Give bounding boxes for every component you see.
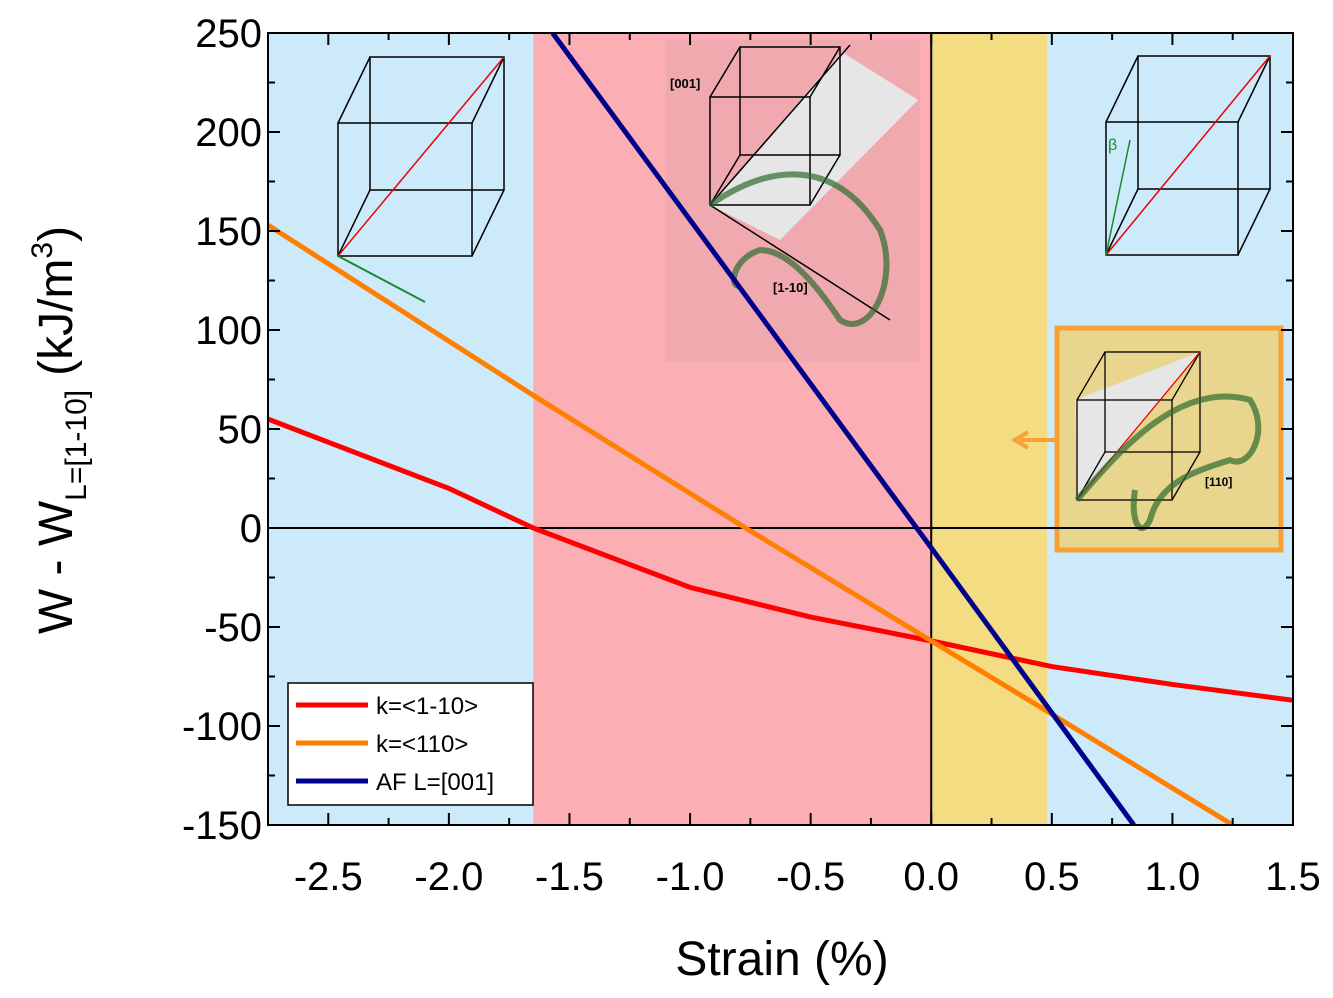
- annotation: β: [1108, 137, 1117, 154]
- axes: -2.5 -2.0 -1.5 -1.0 -0.5 0.0 0.5 1.0 1.5 250 200 15…: [182, 12, 1321, 899]
- y-label-sup: 3: [26, 242, 59, 259]
- y-tick-label: -150: [182, 804, 262, 848]
- x-tick-label: 1.0: [1145, 855, 1201, 899]
- x-tick-label: -2.5: [294, 855, 363, 899]
- annotation: [110]: [1205, 475, 1232, 489]
- x-tick-label: 1.5: [1265, 855, 1321, 899]
- y-label-sub: L=[1-10]: [60, 390, 93, 501]
- inset-right: [110]: [1011, 325, 1284, 553]
- y-tick-label: 0: [240, 507, 262, 551]
- y-label-main: W - W: [30, 500, 83, 634]
- inset-middle: [001] [1-10]: [666, 40, 920, 362]
- x-axis-label: Strain (%): [675, 933, 888, 986]
- region: [931, 33, 1047, 825]
- x-tick-label: 0.0: [903, 855, 959, 899]
- y-axis-label: W - WL=[1-10] (kJ/m3): [26, 226, 93, 634]
- legend-label: k=<110>: [376, 731, 468, 758]
- series-line: [268, 222, 1235, 825]
- cube-right: [1105, 55, 1271, 256]
- annotation: [001]: [670, 76, 700, 91]
- insets: [001] [1-10] β [110]: [337, 40, 1284, 553]
- x-tick-label: -1.5: [535, 855, 604, 899]
- x-tick-label: -2.0: [414, 855, 483, 899]
- cube-left: [337, 56, 505, 303]
- legend-label: AF L=[001]: [376, 769, 494, 796]
- legend: k=<1-10> k=<110> AF L=[001]: [287, 682, 534, 806]
- series-line: [550, 33, 1136, 825]
- x-tick-label: -0.5: [776, 855, 845, 899]
- legend-label: k=<1-10>: [376, 693, 478, 720]
- y-label-unit: (kJ/m: [30, 259, 83, 376]
- series-layer: [268, 33, 1293, 825]
- y-tick-label: -50: [204, 606, 262, 650]
- x-tick-label: -1.0: [656, 855, 725, 899]
- y-tick-label: 250: [195, 12, 262, 56]
- y-tick-label: -100: [182, 705, 262, 749]
- x-tick-label: 0.5: [1024, 855, 1080, 899]
- y-tick-label: 50: [218, 408, 263, 452]
- series-line: [268, 416, 1293, 703]
- y-tick-label: 200: [195, 111, 262, 155]
- y-tick-label: 100: [195, 309, 262, 353]
- annotation: [1-10]: [773, 280, 808, 295]
- y-label-close: ): [30, 226, 83, 242]
- y-tick-label: 150: [195, 210, 262, 254]
